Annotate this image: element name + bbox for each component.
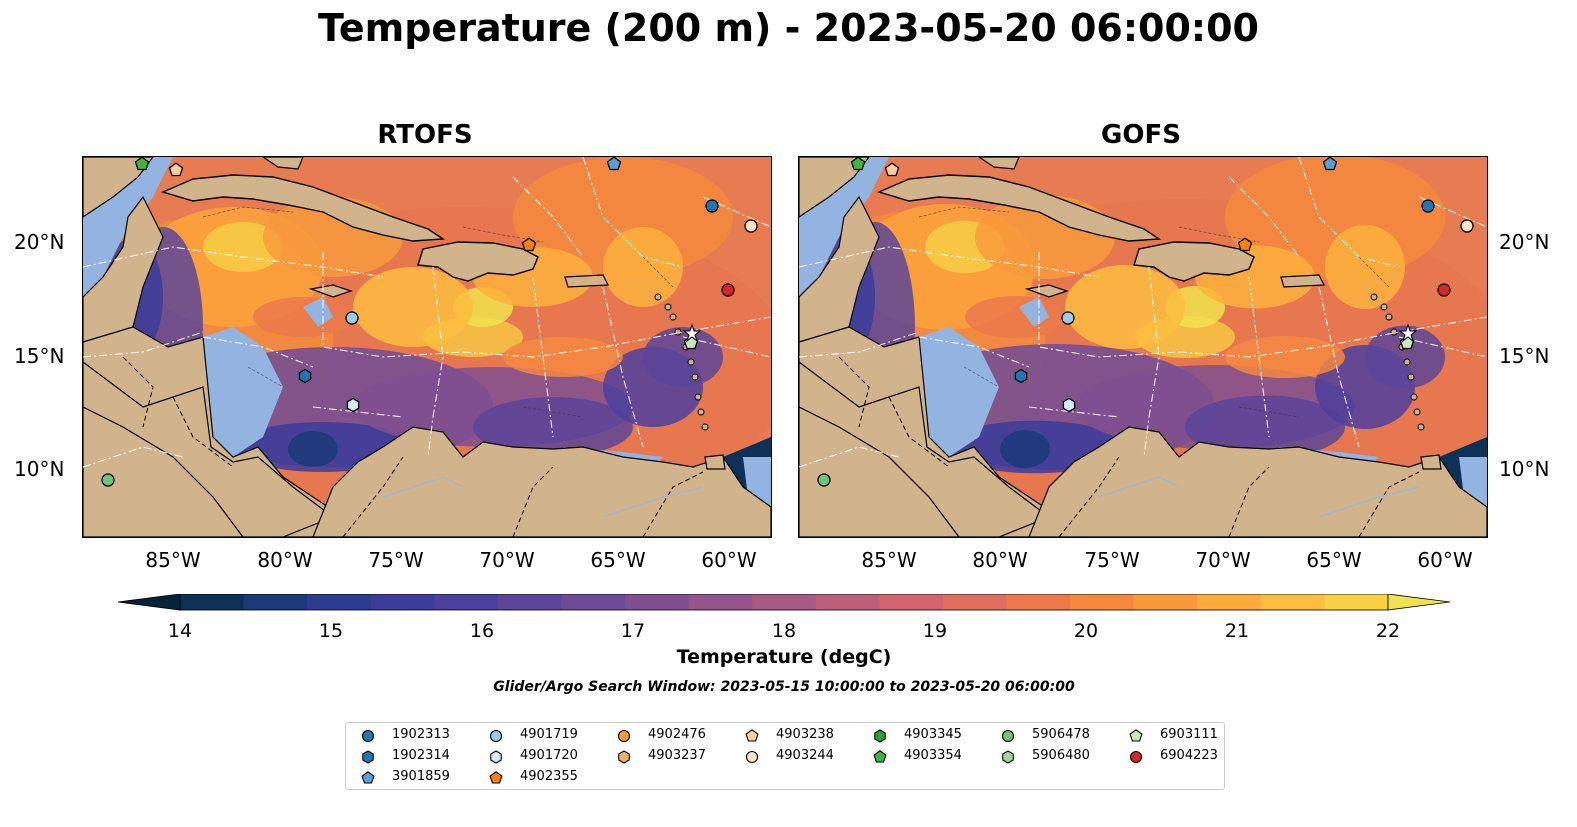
legend-label: 4901719 <box>520 727 578 742</box>
colorbar-label: Temperature (degC) <box>676 646 892 668</box>
x-tick-rtofs-0: 85°W <box>145 548 201 572</box>
float-marker-1902314[interactable] <box>298 368 312 384</box>
legend-marker-icon <box>361 729 375 743</box>
float-marker-4901719[interactable] <box>345 311 359 325</box>
float-marker-4902355[interactable] <box>521 237 537 252</box>
legend-marker-icon <box>617 729 631 743</box>
legend-marker-icon <box>489 771 503 784</box>
float-marker-6904223[interactable] <box>721 283 735 297</box>
x-tick-gofs-2: 75°W <box>1084 548 1140 572</box>
x-tick-gofs-5: 60°W <box>1417 548 1473 572</box>
colorbar-tick: 14 <box>167 620 193 642</box>
y-tick-right-15n: 15°N <box>1499 344 1550 368</box>
float-marker-4903238[interactable] <box>884 162 900 177</box>
float-marker-5906478[interactable] <box>817 473 831 487</box>
float-marker-4903238[interactable] <box>168 162 184 177</box>
y-tick-right-10n: 10°N <box>1499 457 1550 481</box>
float-marker-4901720[interactable] <box>1062 397 1076 413</box>
y-tick-left-15n: 15°N <box>14 344 65 368</box>
colorbar-tick: 17 <box>620 620 646 642</box>
legend-marker-icon <box>1129 729 1143 742</box>
x-tick-gofs-4: 65°W <box>1306 548 1362 572</box>
legend-label: 5906480 <box>1032 748 1090 763</box>
float-legend: 1902313 1902314 3901859 4901719 4901720 49023… <box>345 722 1225 790</box>
legend-label: 5906478 <box>1032 727 1090 742</box>
legend-marker-icon <box>618 750 630 764</box>
legend-marker-icon <box>490 750 502 764</box>
search-window-text: Glider/Argo Search Window: 2023-05-15 10… <box>493 679 1075 695</box>
panel-title-rtofs: RTOFS <box>377 120 473 150</box>
legend-label: 4902355 <box>520 769 578 784</box>
legend-label: 4903244 <box>776 748 834 763</box>
legend-label: 3901859 <box>392 769 450 784</box>
legend-marker-icon <box>361 771 375 784</box>
colorbar-tick: 18 <box>771 620 797 642</box>
float-marker-4903244[interactable] <box>1460 219 1474 233</box>
y-tick-right-20n: 20°N <box>1499 230 1550 254</box>
float-marker-4902355[interactable] <box>1237 237 1253 252</box>
float-marker-1902313[interactable] <box>1421 199 1435 213</box>
float-marker-4903354[interactable] <box>134 157 150 171</box>
legend-label: 4903354 <box>904 748 962 763</box>
x-tick-rtofs-5: 60°W <box>701 548 757 572</box>
legend-label: 6904223 <box>1160 748 1218 763</box>
x-tick-gofs-0: 85°W <box>861 548 917 572</box>
colorbar-tick: 20 <box>1073 620 1099 642</box>
legend-marker-icon <box>874 729 886 743</box>
y-tick-left-20n: 20°N <box>14 230 65 254</box>
float-marker-4901720[interactable] <box>346 397 360 413</box>
float-marker-5906478[interactable] <box>101 473 115 487</box>
legend-marker-icon <box>489 729 503 743</box>
float-marker-3901859[interactable] <box>1322 157 1338 171</box>
legend-marker-icon <box>745 729 759 742</box>
legend-label: 4901720 <box>520 748 578 763</box>
legend-label: 4902476 <box>648 727 706 742</box>
float-marker-1902313[interactable] <box>705 199 719 213</box>
float-marker-6904223[interactable] <box>1437 283 1451 297</box>
x-tick-rtofs-1: 80°W <box>257 548 313 572</box>
colorbar-tick: 16 <box>469 620 495 642</box>
x-tick-gofs-3: 70°W <box>1195 548 1251 572</box>
x-tick-rtofs-2: 75°W <box>368 548 424 572</box>
legend-marker-icon <box>1002 750 1014 764</box>
legend-label: 1902313 <box>392 727 450 742</box>
float-marker-4903244[interactable] <box>744 219 758 233</box>
colorbar-tick: 19 <box>922 620 948 642</box>
legend-label: 4903345 <box>904 727 962 742</box>
x-tick-rtofs-4: 65°W <box>590 548 646 572</box>
map-panel-rtofs[interactable] <box>82 156 772 538</box>
legend-marker-icon <box>362 750 374 764</box>
panel-title-gofs: GOFS <box>1101 120 1181 150</box>
legend-label: 6903111 <box>1160 727 1218 742</box>
x-tick-gofs-1: 80°W <box>972 548 1028 572</box>
legend-label: 4903238 <box>776 727 834 742</box>
colorbar-tick: 15 <box>318 620 344 642</box>
float-marker-3901859[interactable] <box>606 157 622 171</box>
colorbar-tick: 22 <box>1375 620 1401 642</box>
float-marker-1902314[interactable] <box>1014 368 1028 384</box>
x-tick-rtofs-3: 70°W <box>479 548 535 572</box>
legend-marker-icon <box>1129 750 1143 764</box>
figure-title: Temperature (200 m) - 2023-05-20 06:00:0… <box>317 6 1259 50</box>
colorbar-tick: 21 <box>1224 620 1250 642</box>
legend-marker-icon <box>1001 729 1015 743</box>
legend-marker-icon <box>873 750 887 763</box>
float-marker-4901719[interactable] <box>1061 311 1075 325</box>
y-tick-left-10n: 10°N <box>14 457 65 481</box>
legend-label: 1902314 <box>392 748 450 763</box>
legend-label: 4903237 <box>648 748 706 763</box>
float-marker-4903354[interactable] <box>850 157 866 171</box>
map-panel-gofs[interactable] <box>798 156 1488 538</box>
legend-marker-icon <box>745 750 759 764</box>
colorbar <box>118 594 1451 611</box>
